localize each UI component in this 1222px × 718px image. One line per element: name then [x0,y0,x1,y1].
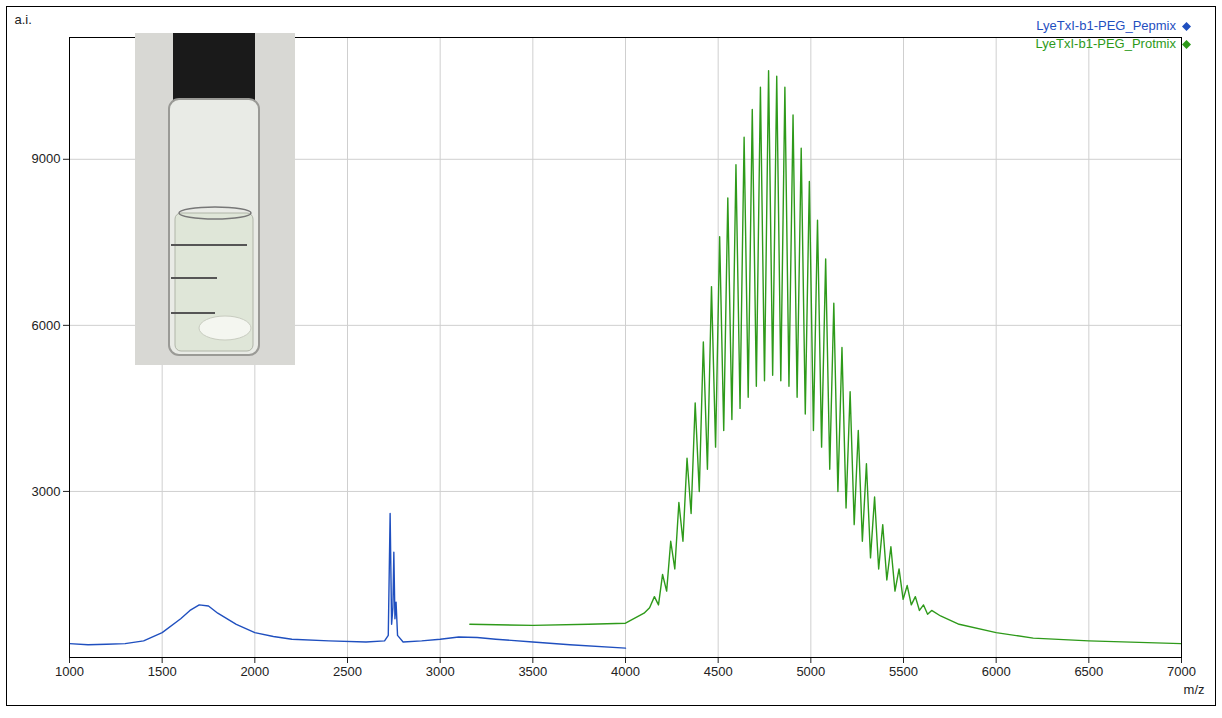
html-text:LyeTxI-b1-PEG_Pepmix: LyeTxI-b1-PEG_Pepmix [1036,18,1176,33]
svg-text:a.i.: a.i. [15,12,32,27]
svg-text:4500: 4500 [704,664,733,679]
svg-text:9000: 9000 [32,151,61,166]
svg-text:2000: 2000 [240,664,269,679]
svg-text:3500: 3500 [518,664,547,679]
svg-text:5000: 5000 [796,664,825,679]
svg-text:1500: 1500 [148,664,177,679]
svg-text:3000: 3000 [426,664,455,679]
svg-text:1000: 1000 [55,664,84,679]
svg-text:6000: 6000 [32,318,61,333]
svg-text:4000: 4000 [611,664,640,679]
svg-text:2500: 2500 [333,664,362,679]
svg-text:3000: 3000 [32,484,61,499]
html-text:LyeTxI-b1-PEG_Protmix: LyeTxI-b1-PEG_Protmix [1035,36,1176,51]
svg-text:5500: 5500 [889,664,918,679]
svg-text:m/z: m/z [1184,682,1205,697]
svg-text:6500: 6500 [1074,664,1103,679]
svg-text:6000: 6000 [982,664,1011,679]
svg-text:7000: 7000 [1167,664,1196,679]
